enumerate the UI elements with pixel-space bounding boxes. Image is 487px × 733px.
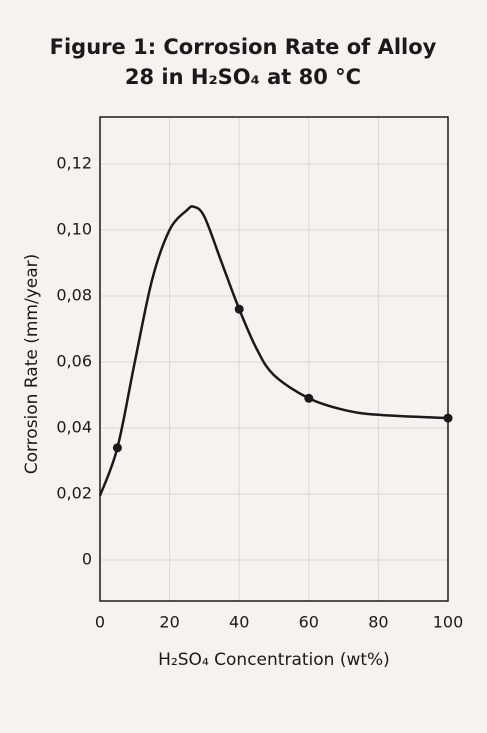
data-line: [98, 205, 449, 497]
y-axis-label: Corrosion Rate (mm/year): [22, 254, 42, 475]
y-tick-label: 0,02: [56, 484, 92, 503]
data-point: [443, 413, 453, 423]
y-tick-label: 0: [82, 550, 92, 569]
x-tick-label: 40: [229, 613, 249, 632]
x-tick-label: 60: [299, 613, 319, 632]
plot-frame: [99, 116, 449, 602]
y-tick-label: 0,08: [56, 285, 92, 304]
x-tick-label: 80: [368, 613, 388, 632]
y-tick-label: 0,12: [56, 153, 92, 172]
data-point: [234, 304, 244, 314]
data-point: [304, 393, 314, 403]
y-tick-label: 0,06: [56, 351, 92, 370]
x-tick-label: 0: [95, 613, 105, 632]
x-tick-label: 100: [433, 613, 464, 632]
data-point: [112, 443, 122, 453]
x-axis-label: H₂SO₄ Concentration (wt%): [158, 650, 390, 670]
chart-title: Figure 1: Corrosion Rate of Alloy: [50, 35, 437, 59]
chart-title: 28 in H₂SO₄ at 80 °C: [125, 65, 361, 89]
y-tick-label: 0,04: [56, 418, 92, 437]
y-tick-label: 0,10: [56, 219, 92, 238]
x-tick-label: 20: [159, 613, 179, 632]
